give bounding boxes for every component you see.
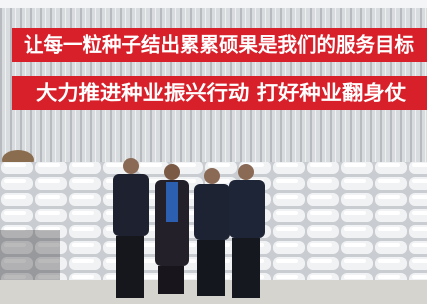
person (155, 164, 189, 294)
banner-text: 让每一粒种子结出累累硕果是我们的服务目标 (24, 33, 414, 57)
photo: 让每一粒种子结出累累硕果是我们的服务目标 大力推进种业振兴行动 打好种业翻身仗 (0, 0, 427, 304)
person (229, 164, 265, 298)
page: 让每一粒种子结出累累硕果是我们的服务目标 大力推进种业振兴行动 打好种业翻身仗 … (0, 0, 427, 304)
banner-text: 大力推进种业振兴行动 打好种业翻身仗 (36, 81, 407, 105)
person (194, 168, 230, 296)
sky (0, 0, 427, 8)
person (113, 158, 149, 298)
